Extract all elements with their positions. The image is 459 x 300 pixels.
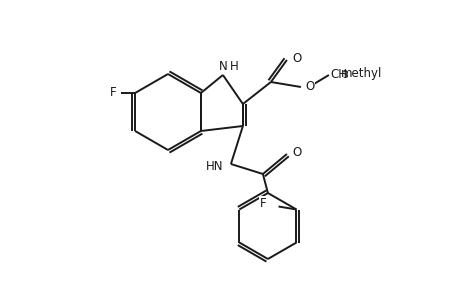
Text: O: O xyxy=(304,80,313,94)
Text: O: O xyxy=(291,146,301,160)
Text: O: O xyxy=(291,52,301,65)
Text: F: F xyxy=(259,197,266,210)
Text: H: H xyxy=(230,59,238,73)
Text: 3: 3 xyxy=(341,71,347,80)
Text: F: F xyxy=(110,86,116,100)
Text: CH: CH xyxy=(329,68,346,80)
Text: methyl: methyl xyxy=(340,67,381,80)
Text: HN: HN xyxy=(205,160,223,172)
Text: N: N xyxy=(218,59,227,73)
